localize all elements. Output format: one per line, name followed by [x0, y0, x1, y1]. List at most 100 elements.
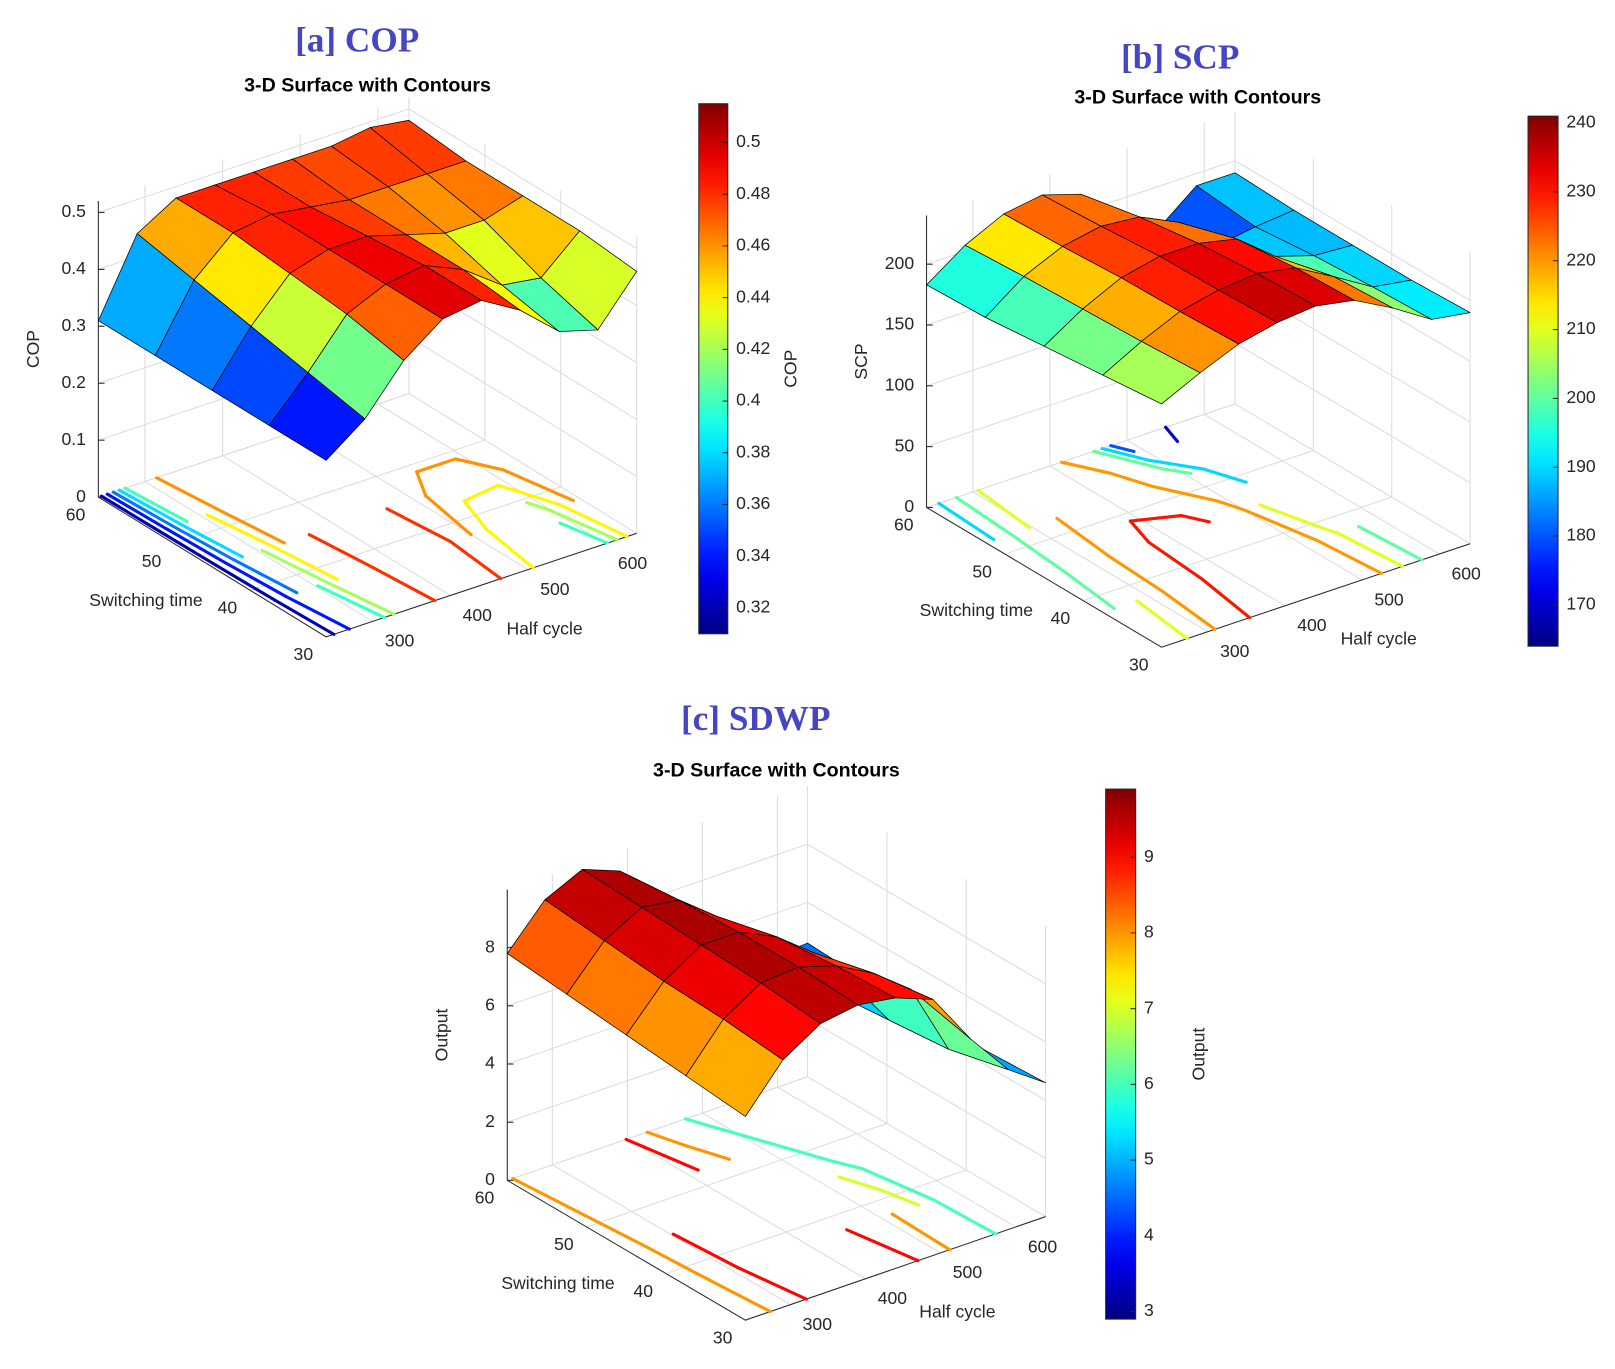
x-tick-label: 500 — [540, 579, 570, 599]
colorbar-tick-label: 0.5 — [736, 131, 761, 151]
contour — [501, 468, 575, 503]
contour — [830, 1159, 865, 1171]
surface-cell — [1102, 341, 1201, 405]
y-tick-label: 30 — [713, 1327, 733, 1347]
y-tick-label: 60 — [894, 515, 914, 535]
y-tick-label: 50 — [972, 561, 992, 581]
x-tick-label: 300 — [1220, 641, 1250, 661]
contour — [1161, 467, 1193, 475]
surface-chart: [c] SDWP 3-D Surface with Contours 300 400 5… — [432, 699, 1209, 1348]
colorbar — [698, 103, 729, 635]
colorbar-tick-label: 170 — [1566, 594, 1596, 614]
y-tick-label: 60 — [66, 504, 86, 524]
surface-cell — [268, 372, 366, 461]
colorbar-label: Output — [1189, 1028, 1209, 1081]
colorbar-tick-label: 8 — [1144, 922, 1154, 942]
contour — [640, 1243, 708, 1280]
contour — [415, 457, 458, 474]
contour — [325, 580, 396, 616]
x-axis-label: Half cycle — [919, 1302, 995, 1322]
contour — [111, 490, 175, 528]
contour — [214, 564, 277, 602]
contour — [860, 1167, 936, 1202]
contour — [704, 1276, 772, 1314]
y-tick-label: 40 — [633, 1281, 653, 1301]
contour — [558, 503, 629, 539]
z-tick-label: 50 — [895, 435, 915, 455]
contour — [453, 457, 505, 472]
z-tick-label: 0.2 — [61, 372, 85, 392]
y-axis-label: Switching time — [920, 600, 1033, 620]
z-tick-label: 200 — [885, 253, 915, 273]
contour — [845, 1228, 920, 1263]
colorbar-tick-label: 0.36 — [736, 493, 770, 513]
x-axis-label: Half cycle — [506, 618, 582, 638]
contour — [157, 529, 219, 568]
y-tick-label: 40 — [1051, 608, 1071, 628]
contour — [1061, 569, 1116, 611]
contour — [1164, 425, 1180, 444]
colorbar-tick-label: 0.44 — [736, 286, 770, 306]
contour — [462, 499, 489, 532]
x-tick-label: 600 — [618, 553, 648, 573]
contour — [485, 527, 535, 570]
contour — [271, 545, 339, 581]
z-axis-label: COP — [23, 330, 43, 368]
contour — [164, 526, 227, 565]
z-tick-label: 8 — [485, 936, 495, 956]
contour — [545, 507, 619, 542]
y-tick-label: 30 — [294, 644, 314, 664]
y-axis-label: Switching time — [501, 1273, 614, 1293]
panel-title: [a] COP — [295, 21, 419, 60]
contour — [685, 1144, 731, 1161]
z-tick-label: 4 — [485, 1053, 495, 1073]
x-tick-label: 500 — [953, 1262, 983, 1282]
contour — [645, 1130, 689, 1148]
chart-title: 3-D Surface with Contours — [653, 760, 900, 782]
x-tick-label: 400 — [878, 1288, 908, 1308]
contour — [178, 522, 244, 559]
z-axis-label: SCP — [851, 343, 871, 379]
contour — [1135, 599, 1189, 641]
contour — [931, 1198, 998, 1236]
contour — [525, 501, 549, 511]
x-axis-label: Half cycle — [1341, 629, 1417, 649]
contour — [1150, 484, 1219, 503]
colorbar-label: COP — [781, 350, 801, 388]
colorbar-tick-label: 9 — [1144, 846, 1154, 866]
colorbar-tick-label: 0.42 — [736, 338, 770, 358]
axis-line — [926, 215, 1471, 648]
contour — [385, 507, 452, 544]
contour — [558, 521, 610, 545]
z-tick-label: 0.1 — [61, 429, 85, 449]
x-tick-label: 500 — [1374, 589, 1404, 609]
y-tick-label: 60 — [475, 1188, 495, 1208]
contour — [575, 1210, 644, 1247]
contour — [155, 476, 222, 513]
colorbar-tick-label: 0.32 — [736, 597, 770, 617]
contour — [307, 533, 375, 569]
surface-cell — [685, 1018, 784, 1117]
contour — [273, 598, 336, 636]
colorbar-tick-label: 190 — [1566, 456, 1596, 476]
contour — [1092, 449, 1165, 471]
contour — [371, 565, 437, 603]
z-tick-label: 0 — [76, 486, 86, 506]
y-axis-label: Switching time — [89, 590, 202, 610]
contour — [1147, 458, 1206, 471]
y-tick-label: 30 — [1129, 655, 1149, 675]
x-tick-label: 300 — [803, 1314, 833, 1334]
panel-title: [c] SDWP — [681, 699, 831, 738]
contour — [1179, 514, 1211, 524]
contour — [1147, 540, 1204, 581]
colorbar-tick-label: 0.48 — [736, 183, 770, 203]
contour — [1109, 444, 1136, 454]
contour — [1161, 590, 1217, 631]
contour — [1055, 516, 1110, 558]
colorbar-tick-label: 230 — [1566, 181, 1596, 201]
contour — [1258, 503, 1326, 531]
contour — [1106, 554, 1165, 594]
contour — [511, 1176, 580, 1214]
